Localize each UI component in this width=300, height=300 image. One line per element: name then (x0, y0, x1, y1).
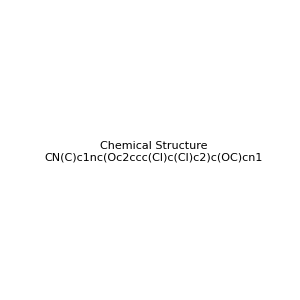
Text: Chemical Structure
CN(C)c1nc(Oc2ccc(Cl)c(Cl)c2)c(OC)cn1: Chemical Structure CN(C)c1nc(Oc2ccc(Cl)c… (45, 141, 263, 162)
